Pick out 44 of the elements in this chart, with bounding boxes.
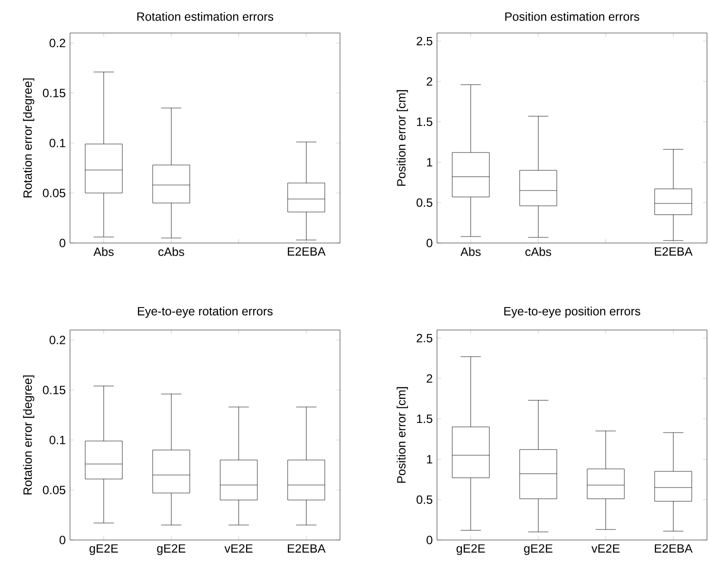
chart-title: Position estimation errors [505, 12, 640, 21]
chart-title: Eye-to-eye rotation errors [138, 306, 273, 318]
x-tick-label: vE2E [591, 544, 620, 553]
x-tick-label: gE2E [456, 544, 485, 556]
y-tick-label: 2 [426, 77, 432, 86]
y-tick-label: 0 [426, 536, 432, 544]
y-tick-label: 1.5 [417, 118, 432, 126]
y-tick-label: 2.5 [416, 36, 432, 46]
y-tick-label: 0.15 [42, 88, 66, 98]
chart-title: Eye-to-eye position errors [504, 306, 640, 318]
x-tick-label: cAbs [158, 247, 184, 256]
x-tick-label: vE2E [224, 544, 253, 553]
y-axis-title: Rotation error [degree] [23, 78, 34, 198]
x-tick-label: E2EBA [288, 247, 326, 256]
x-tick-label: gE2E [90, 544, 118, 556]
y-tick-label: 1 [427, 158, 432, 166]
x-tick-label: gE2E [157, 544, 186, 556]
y-tick-label: 0.2 [50, 38, 66, 48]
x-tick-label: E2EBA [288, 544, 326, 553]
x-tick-label: E2EBA [654, 544, 693, 553]
x-tick-label: gE2E [524, 544, 552, 556]
y-tick-label: 0.5 [416, 495, 432, 504]
y-tick-label: 0.05 [42, 188, 66, 198]
x-tick-label: Abs [460, 247, 481, 256]
chart-title: Rotation estimation errors [137, 12, 274, 21]
y-tick-label: 0.05 [42, 486, 66, 494]
x-tick-label: cAbs [525, 247, 552, 256]
y-axis-title: Position error [cm] [396, 387, 408, 483]
y-axis-title: Position error [cm] [396, 90, 408, 186]
y-tick-label: 2.5 [416, 334, 432, 342]
y-axis-title: Rotation error [degree] [23, 376, 34, 494]
y-tick-label: 0 [60, 536, 66, 544]
y-tick-label: 0.2 [50, 336, 66, 344]
y-tick-label: 2 [426, 374, 432, 383]
y-tick-label: 0.1 [50, 436, 66, 444]
y-tick-label: 0.5 [416, 198, 432, 207]
x-tick-label: Abs [93, 247, 114, 256]
x-tick-label: E2EBA [654, 247, 693, 256]
y-tick-label: 0.1 [50, 138, 66, 148]
y-tick-label: 1.5 [417, 414, 432, 424]
y-tick-label: 0 [426, 238, 432, 248]
y-tick-label: 0 [60, 238, 66, 248]
y-tick-label: 1 [427, 455, 432, 464]
y-tick-label: 0.15 [42, 386, 66, 394]
